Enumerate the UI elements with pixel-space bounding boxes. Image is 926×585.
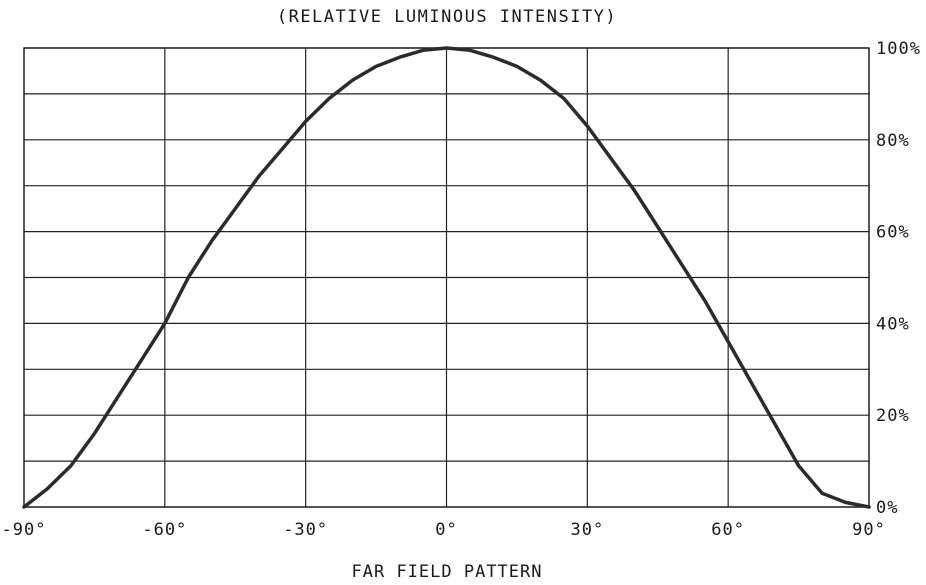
y-tick-label: 20% bbox=[876, 406, 910, 426]
x-tick-label: -90° bbox=[2, 520, 47, 540]
y-tick-label: 40% bbox=[876, 314, 910, 334]
y-tick-label: 100% bbox=[876, 39, 921, 59]
chart-title: (RELATIVE LUMINOUS INTENSITY) bbox=[277, 7, 617, 27]
y-tick-labels: 0% 20% 40% 60% 80% 100% bbox=[876, 39, 921, 518]
grid bbox=[23, 47, 870, 508]
x-tick-label: -60° bbox=[142, 520, 187, 540]
x-tick-label: -30° bbox=[283, 520, 328, 540]
x-tick-label: 30° bbox=[570, 520, 604, 540]
curve-layer bbox=[22, 46, 871, 509]
x-axis-label: FAR FIELD PATTERN bbox=[352, 562, 543, 582]
x-tick-label: 0° bbox=[435, 520, 457, 540]
x-tick-labels: -90° -60° -30° 0° 30° 60° 90° bbox=[2, 520, 886, 540]
intensity-curve bbox=[22, 46, 871, 509]
y-tick-label: 60% bbox=[876, 223, 910, 243]
y-tick-label: 0% bbox=[876, 498, 898, 518]
x-tick-label: 60° bbox=[711, 520, 745, 540]
y-tick-label: 80% bbox=[876, 131, 910, 151]
x-tick-label: 90° bbox=[852, 520, 886, 540]
